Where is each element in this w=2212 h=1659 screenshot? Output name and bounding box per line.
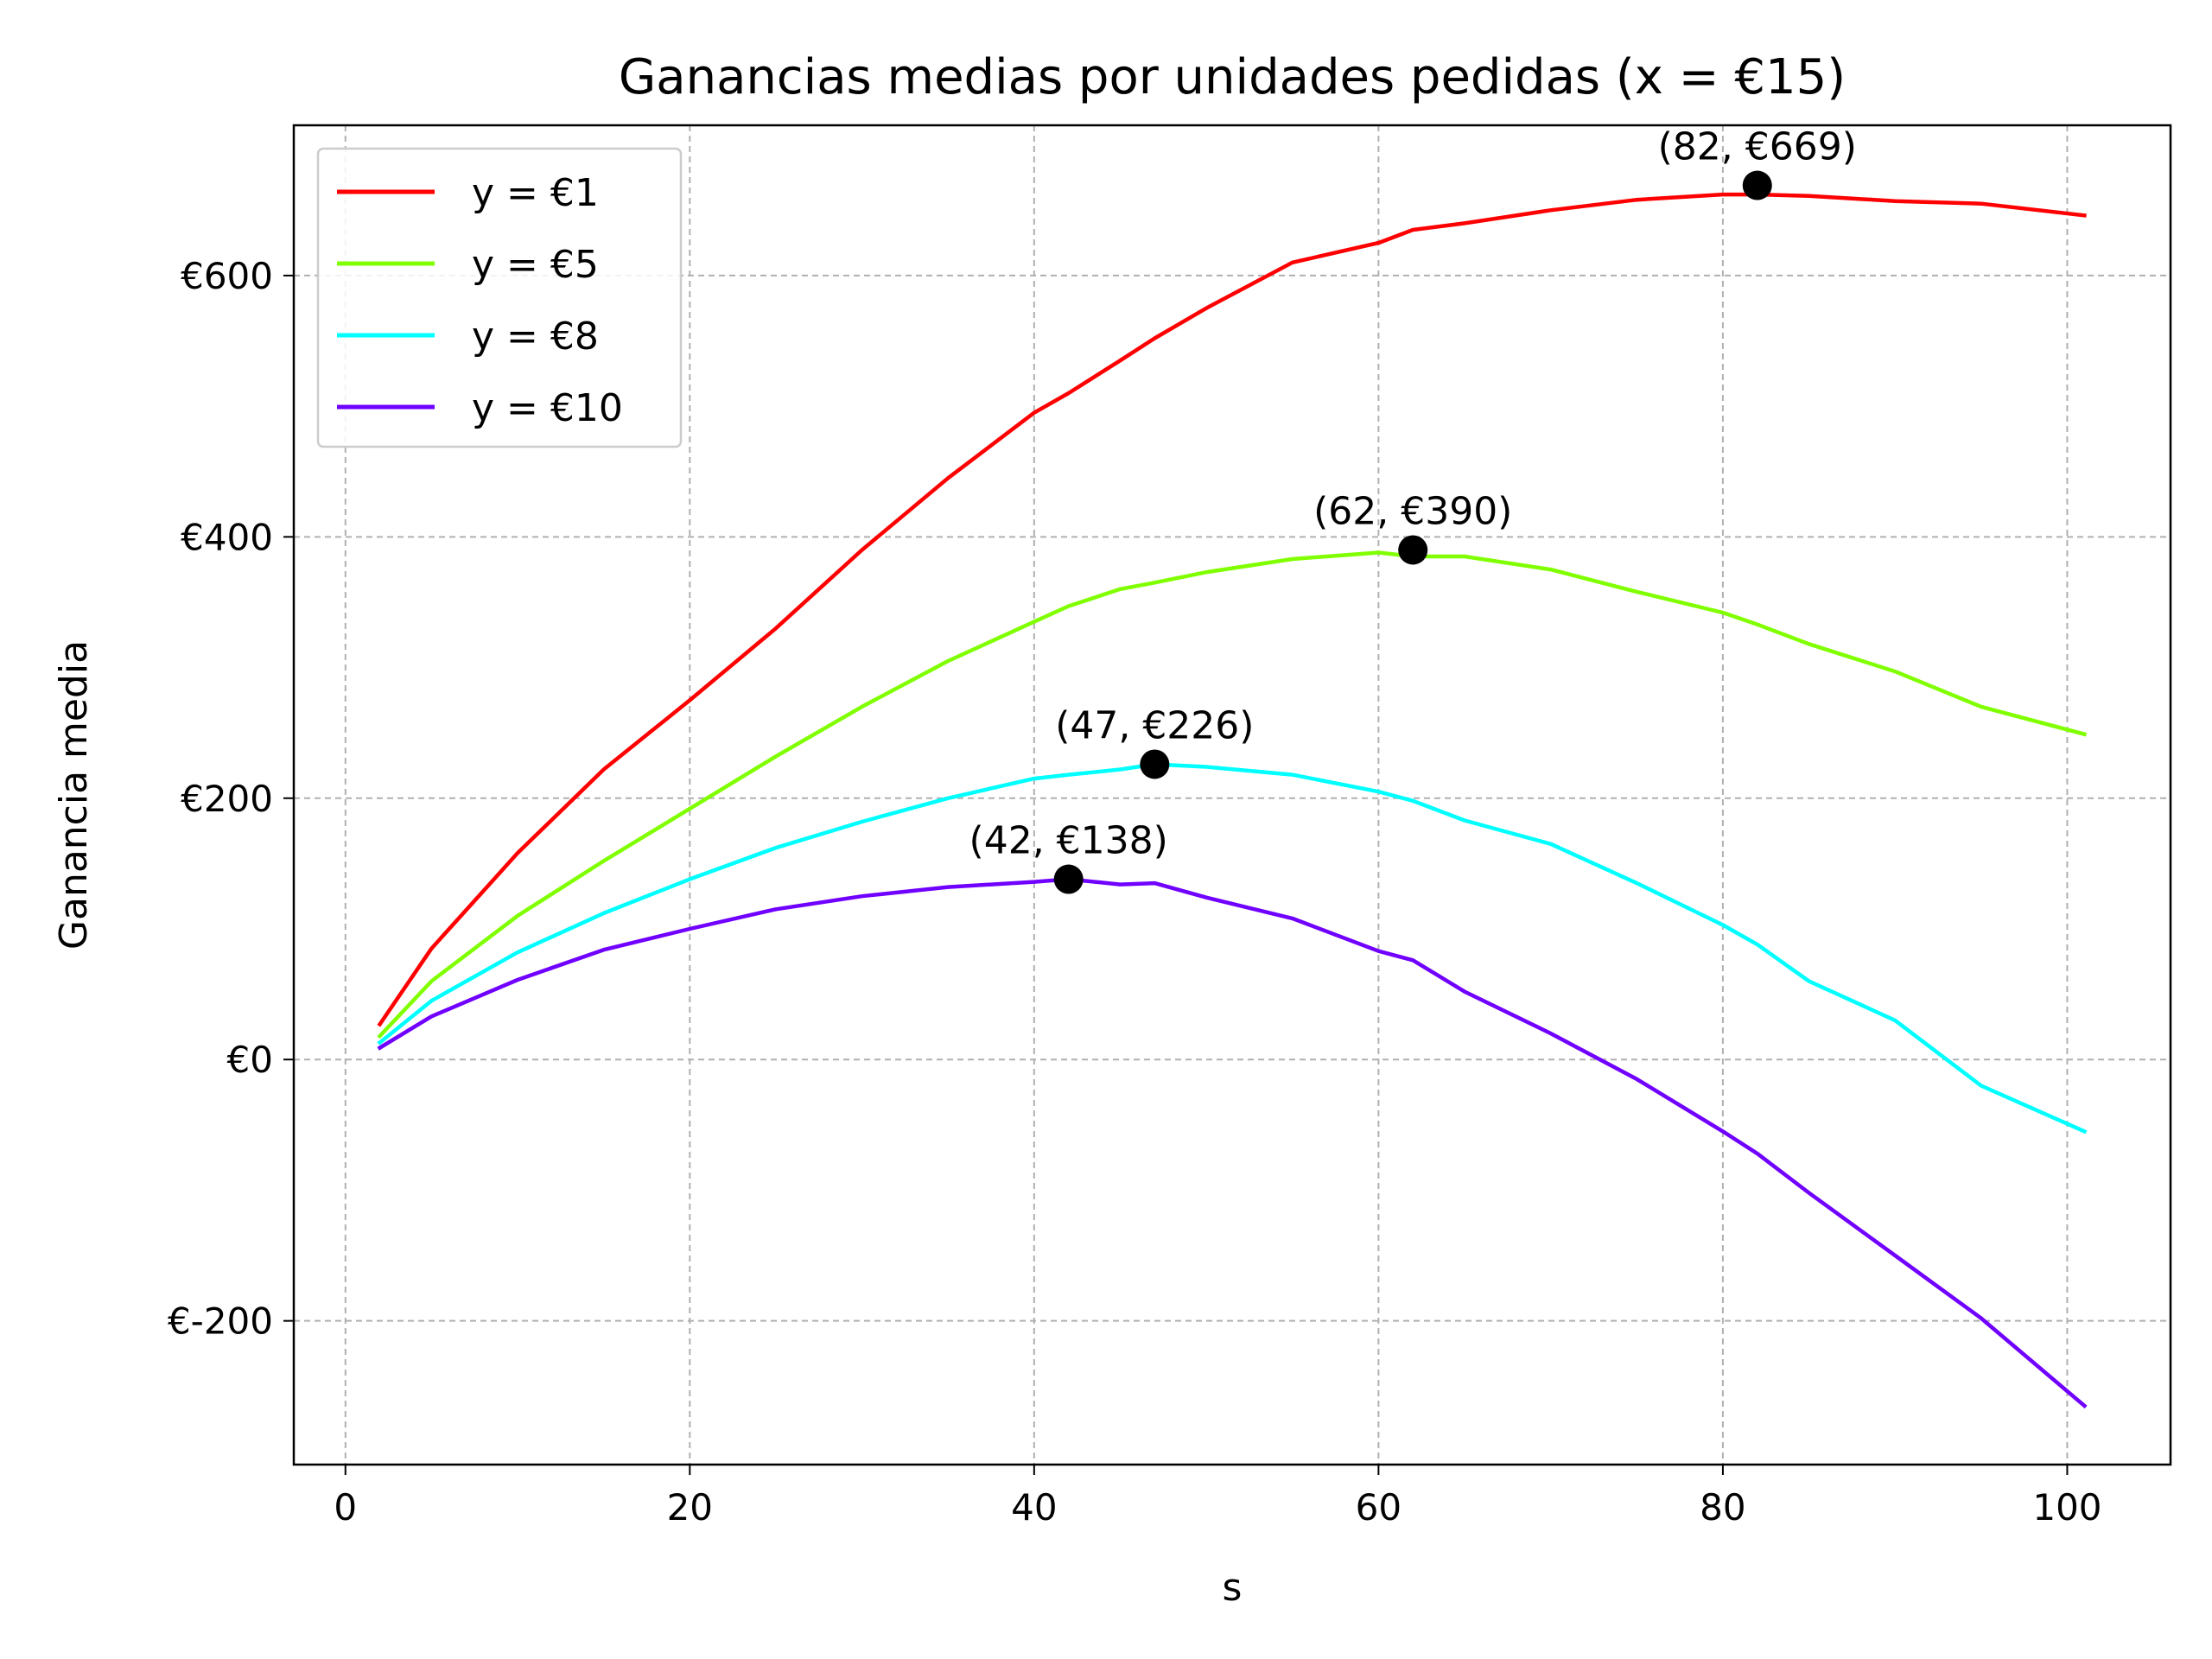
annotation-label-4: (42, €138) xyxy=(969,819,1168,863)
x-tick-label: 20 xyxy=(667,1486,713,1529)
legend-box xyxy=(316,147,683,448)
annotation-marker-1 xyxy=(1742,170,1772,200)
y-axis-label: Ganancia media xyxy=(52,640,96,950)
y-tick-label: €0 xyxy=(227,1039,273,1081)
series-line-3 xyxy=(377,762,2088,1135)
y-tick-label: €200 xyxy=(181,778,273,820)
x-tick-label: 80 xyxy=(1700,1486,1745,1529)
annotation-marker-3 xyxy=(1140,749,1170,779)
annotation-label-2: (62, €390) xyxy=(1313,489,1512,533)
x-tick-label: 0 xyxy=(334,1486,357,1529)
legend-label-4: y = €10 xyxy=(472,386,623,430)
y-tick-label: €400 xyxy=(181,516,273,558)
axis-ticks: 0 20 40 60 80 100 €-200 €0 €200 €400 €600 xyxy=(168,255,2102,1529)
legend-label-2: y = €5 xyxy=(472,243,599,287)
y-tick-label: €600 xyxy=(181,255,273,297)
x-tick-label: 60 xyxy=(1356,1486,1402,1529)
annotation-markers: (82, €669) (62, €390) (47, €226) (42, €138) xyxy=(969,125,1857,894)
series-line-2 xyxy=(377,550,2088,1039)
legend-label-3: y = €8 xyxy=(472,315,599,359)
x-tick-label: 100 xyxy=(2032,1486,2101,1529)
chart-title: Ganancias medias por unidades pedidas (x… xyxy=(619,49,1846,105)
annotation-marker-4 xyxy=(1053,864,1084,894)
plot-frame xyxy=(292,124,2172,1466)
legend: y = €1 y = €5 y = €8 y = €10 xyxy=(316,147,683,448)
annotation-label-3: (47, €226) xyxy=(1055,703,1254,747)
y-tick-label: €-200 xyxy=(168,1300,273,1343)
annotation-label-1: (82, €669) xyxy=(1658,125,1857,169)
legend-label-1: y = €1 xyxy=(472,171,599,215)
x-tick-label: 40 xyxy=(1011,1486,1057,1529)
annotation-marker-2 xyxy=(1398,535,1428,565)
series-line-4 xyxy=(377,877,2088,1409)
x-axis-label: s xyxy=(1223,1566,1243,1610)
